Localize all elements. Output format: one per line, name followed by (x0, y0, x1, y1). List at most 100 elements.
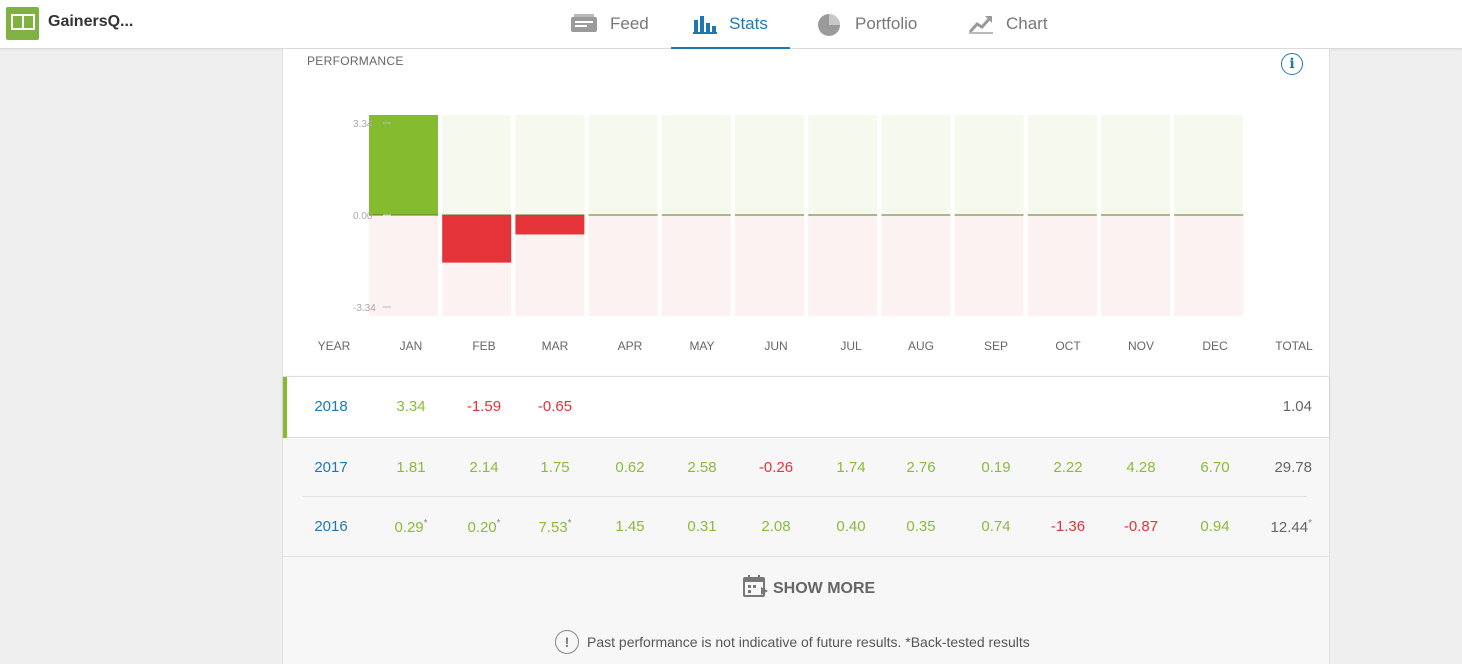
bar-jan (369, 115, 438, 215)
year-total: 1.04 (1282, 398, 1312, 415)
nav-chart-label: Chart (1006, 14, 1048, 33)
bg-negative-jul (808, 215, 878, 316)
year-row-2017[interactable]: 2017 1.81 2.14 1.75 0.62 2.58 -0.26 1.74 2.76 0.1… (283, 438, 1329, 498)
performance-title: PERFORMANCE (307, 54, 404, 68)
month-value: 2.22 (1053, 459, 1083, 476)
disclaimer-bar: ! Past performance is not indicative of … (283, 617, 1329, 664)
nav-portfolio-label: Portfolio (855, 14, 918, 33)
month-value: 1.81 (396, 459, 426, 476)
active-tab-indicator (671, 47, 790, 49)
header-feb: FEB (472, 339, 496, 353)
header-oct: OCT (1055, 339, 1081, 353)
year-total: 29.78 (1274, 459, 1312, 476)
month-value: 3.34 (396, 398, 426, 415)
header-nov: NOV (1127, 339, 1155, 353)
month-value: 0.62 (615, 459, 645, 476)
show-more-bar: SHOW MORE (283, 556, 1329, 618)
performance-panel: PERFORMANCE i 3.34 0.00 -3.34 YEAR JAN FEB… (282, 49, 1330, 664)
month-value: 1.45 (615, 518, 645, 535)
nav-feed[interactable]: Feed (570, 0, 649, 48)
month-value: 0.19 (981, 459, 1011, 476)
feed-icon (570, 13, 598, 35)
y-tick-label: -3.34 (353, 303, 376, 314)
header-total: TOTAL (1275, 339, 1313, 353)
info-icon[interactable]: i (1281, 53, 1303, 75)
y-tick-label: 0.00 (353, 211, 373, 222)
month-value: 0.31 (687, 518, 717, 535)
bg-positive-sep (954, 115, 1024, 215)
table-header: YEAR JAN FEB MAR APR MAY JUN JUL AUG SEP… (283, 339, 1329, 355)
month-value: 0.40 (836, 518, 866, 535)
bg-positive-dec (1174, 115, 1244, 215)
row-divider (303, 496, 1307, 497)
year-label[interactable]: 2018 (314, 398, 348, 415)
month-value: 2.58 (687, 459, 717, 476)
bg-positive-apr (588, 115, 658, 215)
month-value: 0.94 (1200, 518, 1230, 535)
calendar-icon (743, 575, 769, 602)
stats-icon (693, 13, 718, 35)
bar-mar (515, 215, 585, 235)
bg-positive-nov (1101, 115, 1170, 215)
bar-feb (442, 215, 512, 263)
month-value: 2.08 (761, 518, 791, 535)
month-value: 6.70 (1200, 459, 1230, 476)
disclaimer-text: Past performance is not indicative of fu… (587, 634, 1030, 650)
portfolio-icon (817, 13, 843, 36)
month-value: -0.65 (537, 398, 573, 415)
header-sep: SEP (983, 339, 1009, 353)
month-value: 0.29* (394, 518, 428, 536)
bg-positive-mar (515, 115, 585, 215)
year-total: 12.44* (1270, 518, 1312, 536)
bg-negative-may (661, 215, 731, 316)
header-year: YEAR (317, 339, 351, 353)
show-more-button[interactable]: SHOW MORE (743, 575, 875, 602)
bg-negative-sep (954, 215, 1024, 316)
bg-positive-oct (1027, 115, 1097, 215)
month-value: 2.14 (469, 459, 499, 476)
year-row-2016[interactable]: 2016 0.29* 0.20* 7.53* 1.45 0.31 2.08 0.40 0.35 0… (283, 497, 1329, 557)
header-may: MAY (689, 339, 715, 353)
warning-icon: ! (555, 630, 579, 654)
bg-positive-feb (442, 115, 512, 215)
year-row-2018[interactable]: 2018 3.34 -1.59 -0.65 1.04 (283, 376, 1329, 438)
month-value: 0.74 (981, 518, 1011, 535)
header-apr: APR (617, 339, 643, 353)
header-dec: DEC (1202, 339, 1228, 353)
bg-negative-nov (1101, 215, 1170, 316)
bg-negative-jun (735, 215, 804, 316)
nav-chart[interactable]: Chart (968, 0, 1048, 48)
month-value: -1.36 (1050, 518, 1086, 535)
month-value: -0.26 (758, 459, 794, 476)
bg-negative-apr (588, 215, 658, 316)
selected-row-indicator (283, 377, 287, 438)
bg-positive-may (661, 115, 731, 215)
bg-negative-oct (1027, 215, 1097, 316)
year-label[interactable]: 2016 (314, 518, 348, 535)
nav-feed-label: Feed (610, 14, 649, 33)
chart-icon (968, 13, 994, 35)
month-value: 7.53* (538, 518, 572, 536)
month-value: 0.20* (467, 518, 501, 536)
bg-positive-jun (735, 115, 804, 215)
nav-portfolio[interactable]: Portfolio (817, 0, 917, 48)
nav-stats-label: Stats (729, 14, 768, 33)
bg-positive-aug (881, 115, 951, 215)
header-jul: JUL (840, 339, 862, 353)
nav-stats[interactable]: Stats (671, 0, 790, 49)
bg-negative-aug (881, 215, 951, 316)
top-bar: GainersQ... Feed Stats Portfolio Chart (0, 0, 1462, 49)
y-tick-label: 3.34 (353, 119, 373, 130)
month-value: 0.35 (906, 518, 936, 535)
month-value: 4.28 (1126, 459, 1156, 476)
month-value: 1.75 (540, 459, 570, 476)
bg-positive-jul (808, 115, 878, 215)
user-name[interactable]: GainersQ... (48, 13, 134, 30)
header-aug: AUG (907, 339, 935, 353)
bg-negative-jan (369, 215, 438, 316)
bg-negative-dec (1174, 215, 1244, 316)
app-logo[interactable] (6, 7, 39, 40)
month-value: 1.74 (836, 459, 866, 476)
year-label[interactable]: 2017 (314, 459, 348, 476)
month-value: -1.59 (466, 398, 502, 415)
